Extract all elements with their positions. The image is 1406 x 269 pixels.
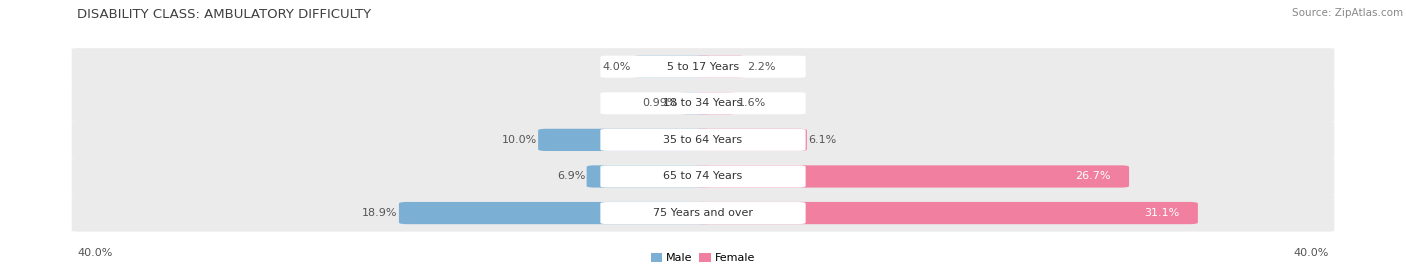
FancyBboxPatch shape [600, 165, 806, 187]
Text: 10.0%: 10.0% [502, 135, 537, 145]
FancyBboxPatch shape [633, 56, 711, 78]
Text: 40.0%: 40.0% [77, 248, 112, 258]
Text: 5 to 17 Years: 5 to 17 Years [666, 62, 740, 72]
Text: 75 Years and over: 75 Years and over [652, 208, 754, 218]
FancyBboxPatch shape [679, 92, 711, 114]
FancyBboxPatch shape [695, 202, 1198, 224]
Text: 6.1%: 6.1% [808, 135, 837, 145]
Text: 1.6%: 1.6% [738, 98, 766, 108]
FancyBboxPatch shape [600, 56, 806, 78]
FancyBboxPatch shape [695, 129, 807, 151]
Text: DISABILITY CLASS: AMBULATORY DIFFICULTY: DISABILITY CLASS: AMBULATORY DIFFICULTY [77, 8, 371, 21]
FancyBboxPatch shape [600, 92, 806, 114]
Text: 6.9%: 6.9% [557, 171, 585, 182]
Text: 2.2%: 2.2% [747, 62, 776, 72]
FancyBboxPatch shape [538, 129, 711, 151]
Text: 65 to 74 Years: 65 to 74 Years [664, 171, 742, 182]
FancyBboxPatch shape [72, 48, 1334, 85]
Text: 26.7%: 26.7% [1076, 171, 1111, 182]
Text: 35 to 64 Years: 35 to 64 Years [664, 135, 742, 145]
FancyBboxPatch shape [695, 56, 745, 78]
FancyBboxPatch shape [600, 129, 806, 151]
Text: 31.1%: 31.1% [1144, 208, 1180, 218]
FancyBboxPatch shape [586, 165, 711, 187]
Text: 4.0%: 4.0% [602, 62, 630, 72]
FancyBboxPatch shape [72, 194, 1334, 232]
Text: Source: ZipAtlas.com: Source: ZipAtlas.com [1292, 8, 1403, 18]
Text: 40.0%: 40.0% [1294, 248, 1329, 258]
Text: 0.99%: 0.99% [643, 98, 678, 108]
FancyBboxPatch shape [72, 85, 1334, 122]
FancyBboxPatch shape [72, 121, 1334, 158]
Legend: Male, Female: Male, Female [651, 253, 755, 263]
Text: 18 to 34 Years: 18 to 34 Years [664, 98, 742, 108]
FancyBboxPatch shape [600, 202, 806, 224]
FancyBboxPatch shape [72, 158, 1334, 195]
Text: 18.9%: 18.9% [361, 208, 398, 218]
FancyBboxPatch shape [695, 165, 1129, 187]
FancyBboxPatch shape [399, 202, 711, 224]
FancyBboxPatch shape [695, 92, 737, 114]
